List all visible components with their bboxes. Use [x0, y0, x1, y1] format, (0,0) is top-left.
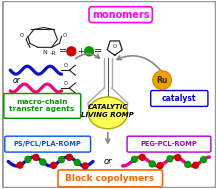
Text: =: = — [59, 46, 67, 56]
Circle shape — [175, 155, 181, 161]
Text: O: O — [113, 44, 117, 49]
FancyArrowPatch shape — [117, 56, 160, 70]
Text: Ru: Ru — [156, 76, 168, 85]
Text: or: or — [12, 76, 20, 85]
Text: CATALYTIC
LIVING ROMP: CATALYTIC LIVING ROMP — [81, 104, 134, 118]
Circle shape — [153, 71, 171, 90]
Text: O: O — [62, 33, 67, 38]
Circle shape — [67, 47, 76, 56]
Circle shape — [40, 159, 46, 165]
Circle shape — [185, 161, 191, 167]
Text: O: O — [63, 81, 67, 86]
Circle shape — [132, 156, 137, 162]
Circle shape — [139, 154, 145, 160]
Text: or: or — [104, 157, 112, 166]
Circle shape — [82, 163, 88, 169]
Text: monomers: monomers — [92, 10, 149, 20]
Ellipse shape — [88, 97, 128, 129]
Circle shape — [33, 154, 39, 160]
Text: catalyst: catalyst — [162, 94, 196, 103]
Text: =: = — [94, 46, 102, 56]
FancyBboxPatch shape — [4, 94, 81, 118]
FancyBboxPatch shape — [151, 91, 208, 106]
Text: O: O — [20, 33, 24, 38]
FancyBboxPatch shape — [3, 1, 216, 188]
Text: N: N — [42, 50, 47, 55]
Text: macro-chain
transfer agents: macro-chain transfer agents — [9, 99, 74, 112]
FancyBboxPatch shape — [127, 136, 211, 152]
Text: PEG-PCL-ROMP: PEG-PCL-ROMP — [141, 141, 197, 147]
FancyBboxPatch shape — [58, 170, 163, 187]
Text: –R: –R — [50, 51, 56, 56]
Circle shape — [167, 156, 173, 162]
FancyBboxPatch shape — [5, 136, 90, 152]
Circle shape — [193, 162, 199, 168]
Circle shape — [51, 162, 57, 168]
Circle shape — [85, 47, 94, 56]
Text: +: + — [77, 47, 84, 56]
Circle shape — [74, 160, 80, 165]
Text: PS/PCL/PLA-ROMP: PS/PCL/PLA-ROMP — [14, 141, 82, 147]
Circle shape — [25, 156, 31, 162]
Circle shape — [66, 154, 72, 160]
Text: O: O — [63, 63, 67, 68]
Circle shape — [59, 157, 64, 163]
Circle shape — [17, 162, 23, 168]
FancyArrowPatch shape — [76, 54, 99, 59]
Circle shape — [201, 157, 206, 163]
Circle shape — [149, 161, 155, 167]
Text: Block copolymers: Block copolymers — [65, 174, 154, 183]
Circle shape — [157, 163, 163, 169]
